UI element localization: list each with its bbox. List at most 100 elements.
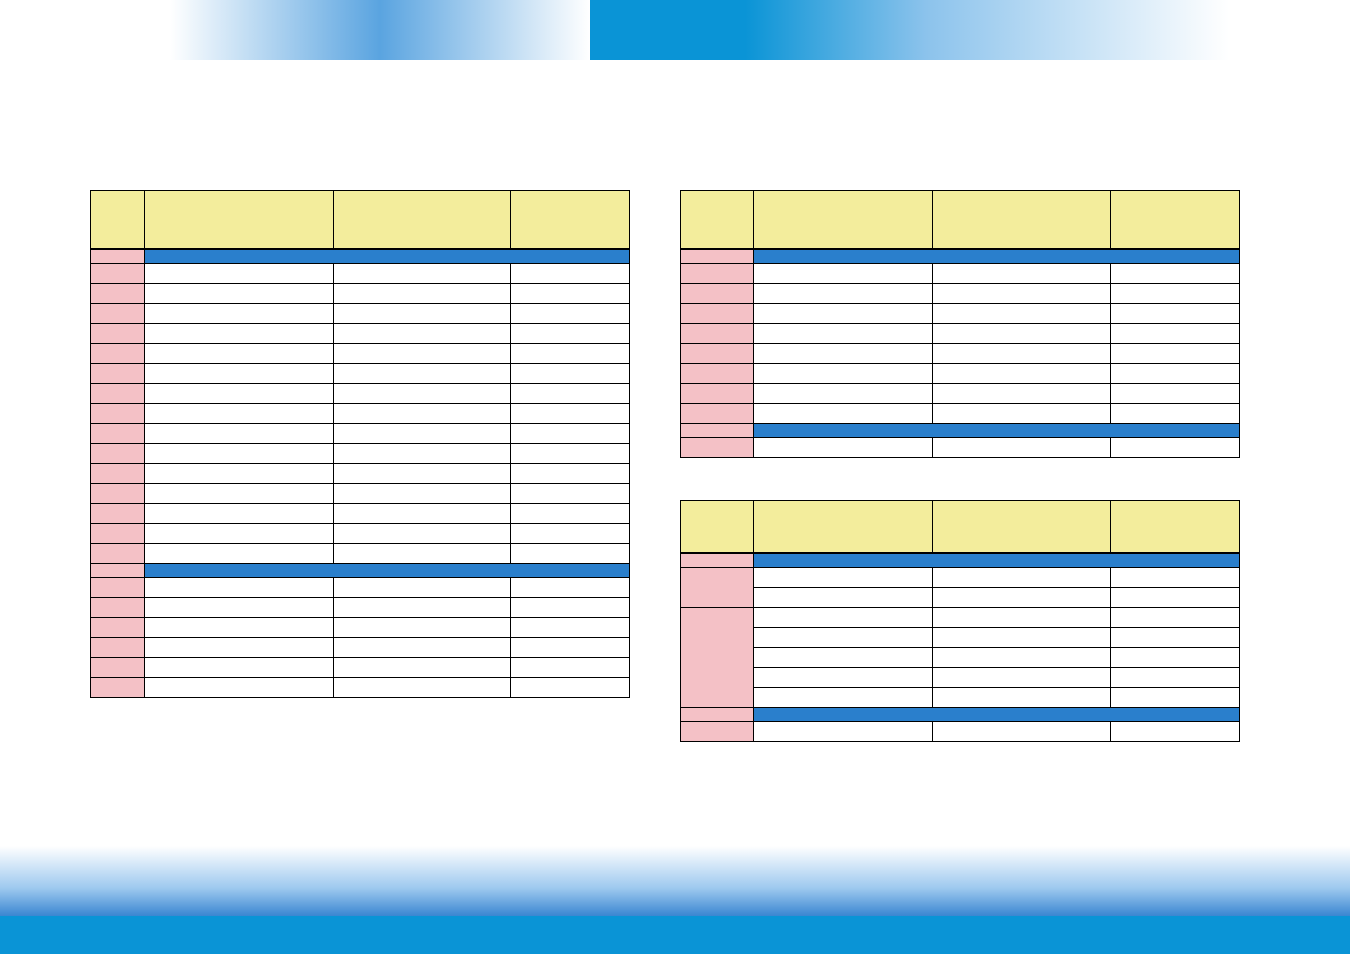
bottom-right-table-body	[680, 553, 1240, 742]
header-cell-1	[753, 191, 932, 249]
header-cell-3	[511, 191, 630, 249]
table-row	[91, 638, 630, 658]
data-cell	[333, 304, 511, 324]
data-cell	[932, 722, 1111, 742]
data-cell	[1111, 384, 1240, 404]
row-head-cell	[91, 658, 145, 678]
data-cell	[932, 264, 1111, 284]
data-cell	[1111, 264, 1240, 284]
row-head-cell	[91, 404, 145, 424]
data-cell	[932, 588, 1111, 608]
table-row	[91, 424, 630, 444]
data-cell	[511, 284, 630, 304]
data-cell	[753, 722, 932, 742]
row-head-cell	[681, 324, 754, 344]
section-bar	[753, 708, 1239, 722]
data-cell	[1111, 438, 1240, 458]
data-cell	[1111, 668, 1240, 688]
data-cell	[511, 638, 630, 658]
left-table-header	[91, 191, 630, 249]
data-cell	[333, 344, 511, 364]
header-cell-2	[932, 191, 1111, 249]
data-cell	[753, 608, 932, 628]
row-head-cell	[91, 324, 145, 344]
data-cell	[1111, 284, 1240, 304]
data-cell	[753, 364, 932, 384]
data-cell	[333, 678, 511, 698]
data-cell	[333, 264, 511, 284]
data-cell	[932, 438, 1111, 458]
data-cell	[1111, 344, 1240, 364]
data-cell	[333, 284, 511, 304]
table-row	[681, 438, 1240, 458]
data-cell	[932, 324, 1111, 344]
data-cell	[333, 544, 511, 564]
table-row	[681, 304, 1240, 324]
row-head-cell	[91, 364, 145, 384]
row-head-cell	[91, 544, 145, 564]
data-cell	[1111, 722, 1240, 742]
header-cell-rank	[681, 191, 754, 249]
data-cell	[144, 324, 333, 344]
footer	[0, 846, 1350, 954]
top-right-table-header	[681, 191, 1240, 249]
data-cell	[333, 424, 511, 444]
data-cell	[753, 384, 932, 404]
row-head-cell	[91, 678, 145, 698]
data-cell	[932, 404, 1111, 424]
row-head-cell	[681, 404, 754, 424]
row-head-cell	[681, 304, 754, 324]
row-head-cell	[681, 384, 754, 404]
data-cell	[932, 688, 1111, 708]
table-row	[91, 618, 630, 638]
data-cell	[144, 264, 333, 284]
table-row	[91, 344, 630, 364]
data-cell	[333, 484, 511, 504]
header-cell-rank	[91, 191, 145, 249]
data-cell	[932, 284, 1111, 304]
table-row	[91, 250, 630, 264]
table-row	[681, 364, 1240, 384]
data-cell	[333, 404, 511, 424]
table-row	[681, 568, 1240, 588]
table-row	[91, 678, 630, 698]
table-row	[91, 658, 630, 678]
data-cell	[753, 688, 932, 708]
data-cell	[144, 404, 333, 424]
data-cell	[753, 668, 932, 688]
data-cell	[753, 324, 932, 344]
data-cell	[511, 464, 630, 484]
data-cell	[144, 384, 333, 404]
row-head-cell	[91, 284, 145, 304]
left-table	[90, 190, 630, 249]
data-cell	[511, 264, 630, 284]
row-head-cell	[681, 438, 754, 458]
footer-gradient	[0, 846, 1350, 916]
data-cell	[932, 668, 1111, 688]
right-column	[680, 190, 1240, 742]
table-row	[91, 578, 630, 598]
row-head-cell	[91, 384, 145, 404]
header-cell-1	[753, 501, 932, 553]
data-cell	[932, 344, 1111, 364]
row-head-cell	[91, 250, 145, 264]
row-head-cell	[91, 504, 145, 524]
row-head-cell	[681, 284, 754, 304]
table-row	[91, 484, 630, 504]
data-cell	[144, 578, 333, 598]
data-cell	[753, 304, 932, 324]
data-cell	[144, 304, 333, 324]
data-cell	[333, 504, 511, 524]
table-row	[91, 364, 630, 384]
table-row	[91, 324, 630, 344]
table-row	[91, 444, 630, 464]
header-cell-3	[1111, 191, 1240, 249]
data-cell	[511, 524, 630, 544]
banner-center-block	[590, 0, 745, 60]
data-cell	[144, 464, 333, 484]
table-row	[91, 264, 630, 284]
table-row	[91, 284, 630, 304]
data-cell	[144, 544, 333, 564]
data-cell	[932, 628, 1111, 648]
data-cell	[511, 384, 630, 404]
